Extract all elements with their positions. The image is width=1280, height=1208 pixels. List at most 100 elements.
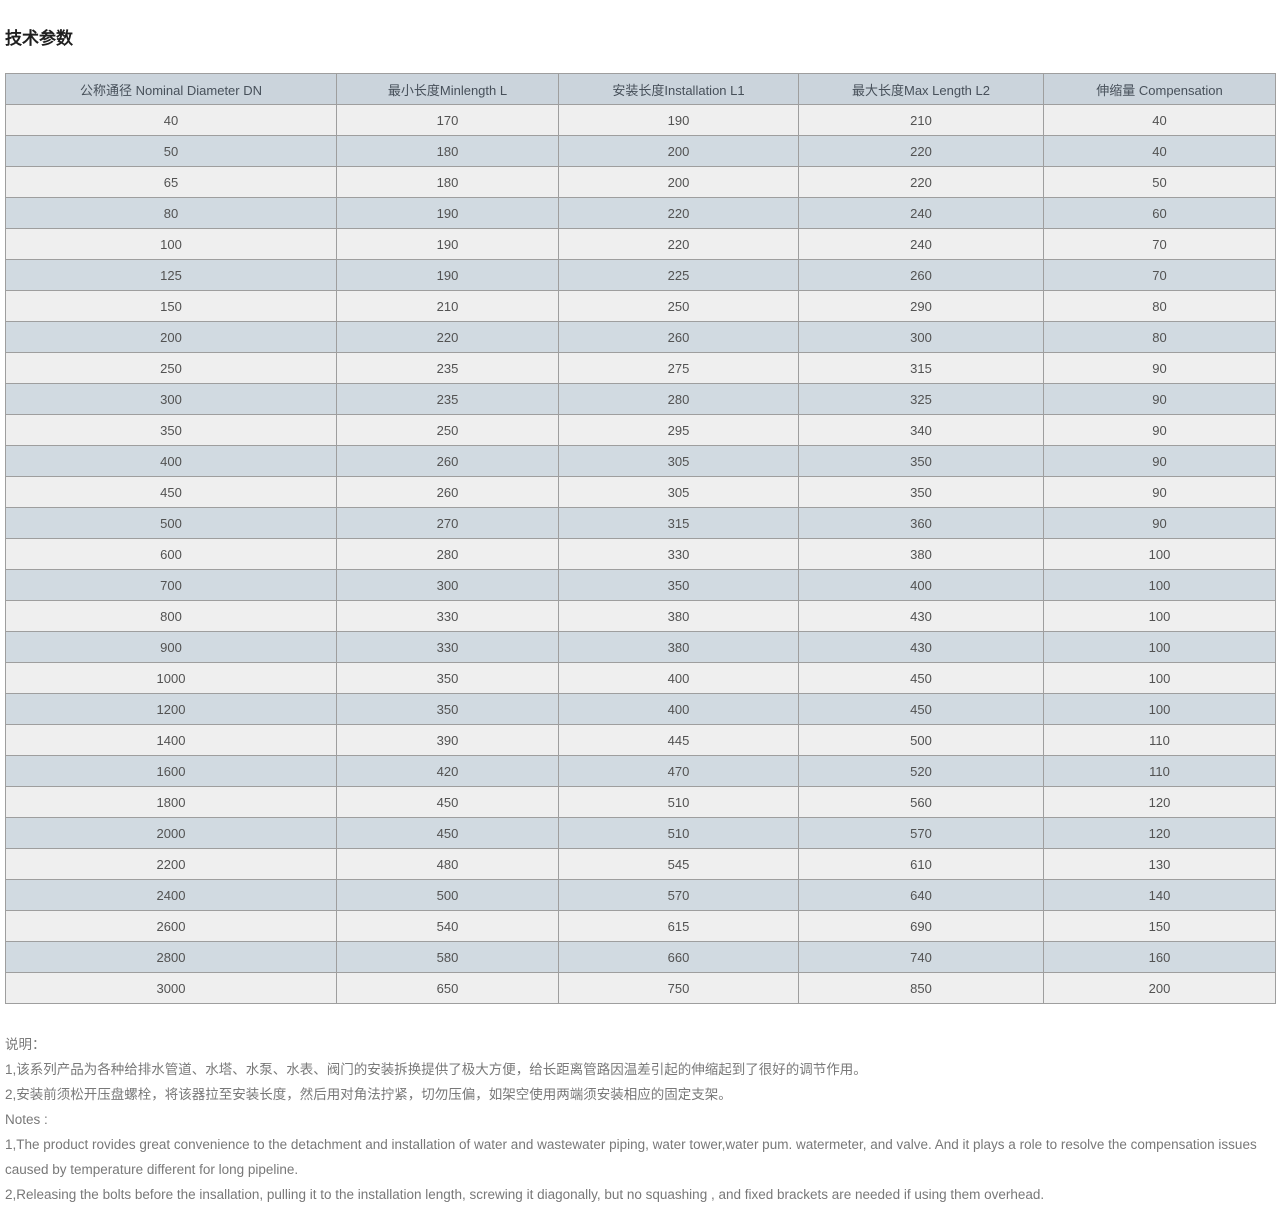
table-cell: 100 <box>1043 600 1276 632</box>
table-cell: 1600 <box>5 755 337 787</box>
table-cell: 660 <box>558 941 799 973</box>
table-row: 450 260 305 350 90 <box>5 476 1276 508</box>
table-cell: 2000 <box>5 817 337 849</box>
table-cell: 570 <box>798 817 1044 849</box>
table-cell: 210 <box>798 104 1044 136</box>
table-cell: 540 <box>336 910 559 942</box>
table-cell: 3000 <box>5 972 337 1004</box>
table-cell: 650 <box>336 972 559 1004</box>
table-cell: 325 <box>798 383 1044 415</box>
table-cell: 60 <box>1043 197 1276 229</box>
table-cell: 340 <box>798 414 1044 446</box>
table-cell: 80 <box>1043 290 1276 322</box>
table-row: 40 170 190 210 40 <box>5 104 1276 136</box>
table-cell: 90 <box>1043 476 1276 508</box>
table-cell: 90 <box>1043 445 1276 477</box>
table-cell: 300 <box>336 569 559 601</box>
table-cell: 400 <box>558 693 799 725</box>
table-cell: 500 <box>798 724 1044 756</box>
table-row: 1400 390 445 500 110 <box>5 724 1276 756</box>
table-row: 1800 450 510 560 120 <box>5 786 1276 818</box>
table-row: 80 190 220 240 60 <box>5 197 1276 229</box>
table-cell: 210 <box>336 290 559 322</box>
table-cell: 300 <box>5 383 337 415</box>
table-cell: 750 <box>558 972 799 1004</box>
table-cell: 200 <box>558 166 799 198</box>
notes-section: 说明： 1,该系列产品为各种给排水管道、水塔、水泵、水表、阀门的安装拆换提供了极… <box>5 1032 1275 1207</box>
table-cell: 180 <box>336 166 559 198</box>
table-cell: 190 <box>558 104 799 136</box>
table-cell: 445 <box>558 724 799 756</box>
table-cell: 360 <box>798 507 1044 539</box>
table-cell: 330 <box>336 600 559 632</box>
table-cell: 900 <box>5 631 337 663</box>
table-cell: 700 <box>5 569 337 601</box>
table-cell: 450 <box>798 662 1044 694</box>
table-cell: 350 <box>336 662 559 694</box>
table-cell: 70 <box>1043 228 1276 260</box>
table-cell: 560 <box>798 786 1044 818</box>
spec-table-body: 40 170 190 210 40 50 180 200 220 40 65 180 200 220 50 8… <box>5 104 1276 1004</box>
table-cell: 1800 <box>5 786 337 818</box>
table-row: 1600 420 470 520 110 <box>5 755 1276 787</box>
table-cell: 315 <box>798 352 1044 384</box>
table-cell: 225 <box>558 259 799 291</box>
table-cell: 800 <box>5 600 337 632</box>
table-cell: 290 <box>798 290 1044 322</box>
column-header: 最小长度Minlength L <box>336 73 559 105</box>
table-cell: 2800 <box>5 941 337 973</box>
table-cell: 160 <box>1043 941 1276 973</box>
table-cell: 2400 <box>5 879 337 911</box>
table-cell: 1200 <box>5 693 337 725</box>
note-line: 1,The product rovides great convenience … <box>5 1137 1257 1177</box>
table-cell: 70 <box>1043 259 1276 291</box>
table-cell: 260 <box>336 476 559 508</box>
table-cell: 260 <box>558 321 799 353</box>
note-line: 2,Releasing the bolts before the insalla… <box>5 1187 1045 1202</box>
table-row: 2000 450 510 570 120 <box>5 817 1276 849</box>
table-row: 900 330 380 430 100 <box>5 631 1276 663</box>
table-cell: 100 <box>1043 569 1276 601</box>
table-cell: 170 <box>336 104 559 136</box>
table-cell: 220 <box>798 166 1044 198</box>
table-cell: 40 <box>1043 104 1276 136</box>
table-cell: 430 <box>798 600 1044 632</box>
table-cell: 570 <box>558 879 799 911</box>
table-row: 2600 540 615 690 150 <box>5 910 1276 942</box>
table-cell: 350 <box>798 476 1044 508</box>
table-cell: 250 <box>5 352 337 384</box>
table-row: 600 280 330 380 100 <box>5 538 1276 570</box>
table-cell: 2600 <box>5 910 337 942</box>
table-cell: 90 <box>1043 352 1276 384</box>
table-cell: 50 <box>1043 166 1276 198</box>
table-row: 150 210 250 290 80 <box>5 290 1276 322</box>
table-cell: 80 <box>1043 321 1276 353</box>
table-cell: 130 <box>1043 848 1276 880</box>
table-cell: 390 <box>336 724 559 756</box>
table-cell: 240 <box>798 197 1044 229</box>
table-cell: 600 <box>5 538 337 570</box>
table-cell: 350 <box>798 445 1044 477</box>
table-row: 2800 580 660 740 160 <box>5 941 1276 973</box>
table-cell: 305 <box>558 476 799 508</box>
table-cell: 850 <box>798 972 1044 1004</box>
table-cell: 615 <box>558 910 799 942</box>
table-cell: 315 <box>558 507 799 539</box>
table-cell: 140 <box>1043 879 1276 911</box>
table-cell: 200 <box>1043 972 1276 1004</box>
table-cell: 40 <box>5 104 337 136</box>
table-cell: 100 <box>1043 631 1276 663</box>
table-cell: 610 <box>798 848 1044 880</box>
table-cell: 420 <box>336 755 559 787</box>
table-cell: 510 <box>558 817 799 849</box>
table-cell: 480 <box>336 848 559 880</box>
table-cell: 300 <box>798 321 1044 353</box>
table-cell: 580 <box>336 941 559 973</box>
table-cell: 235 <box>336 383 559 415</box>
table-cell: 90 <box>1043 507 1276 539</box>
table-cell: 350 <box>558 569 799 601</box>
table-row: 100 190 220 240 70 <box>5 228 1276 260</box>
